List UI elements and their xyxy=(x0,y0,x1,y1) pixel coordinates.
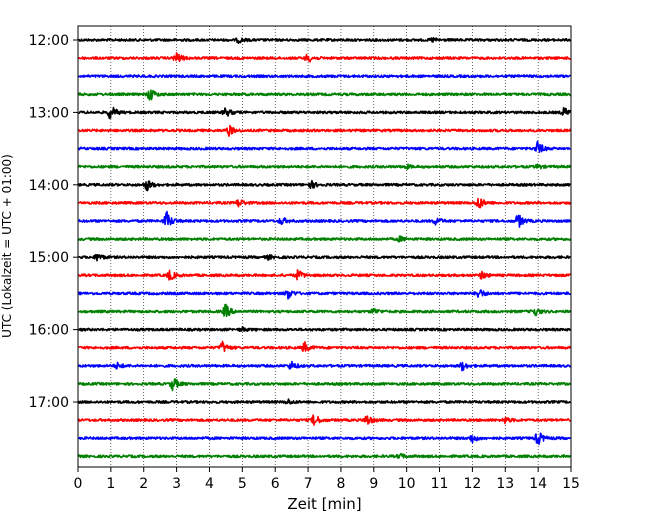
trace-1545 xyxy=(78,303,572,318)
y-tick-label: 16:00 xyxy=(29,323,69,339)
x-tick-label: 1 xyxy=(106,476,115,492)
x-tick-label: 11 xyxy=(431,476,449,492)
x-tick-label: 12 xyxy=(463,476,481,492)
trace-1300 xyxy=(78,106,572,120)
y-tick-label: 15:00 xyxy=(29,250,69,266)
x-tick-label: 10 xyxy=(398,476,416,492)
trace-1245 xyxy=(78,89,572,101)
x-tick-label: 13 xyxy=(496,476,514,492)
x-tick-label: 4 xyxy=(205,476,214,492)
y-tick-label: 17:00 xyxy=(29,395,69,411)
trace-1200 xyxy=(77,37,572,44)
trace-1345 xyxy=(77,163,572,171)
trace-1745 xyxy=(77,452,572,459)
x-axis: 0 1 2 3 4 5 6 7 8 9 10 11 12 13 14 15 xyxy=(74,467,580,492)
y-axis: 12:00 13:00 14:00 15:00 16:00 17:00 xyxy=(29,33,78,411)
y-tick-label: 14:00 xyxy=(29,178,69,194)
x-tick-label: 2 xyxy=(139,476,148,492)
x-tick-label: 0 xyxy=(74,476,83,492)
y-tick-label: 13:00 xyxy=(29,105,69,121)
trace-1615 xyxy=(77,340,572,353)
trace-1630 xyxy=(77,360,571,372)
trace-1230 xyxy=(77,74,571,79)
trace-1430 xyxy=(78,210,571,228)
x-tick-label: 7 xyxy=(304,476,313,492)
trace-1415 xyxy=(78,197,572,209)
trace-1700 xyxy=(77,398,572,405)
x-tick-label: 6 xyxy=(271,476,280,492)
trace-1730 xyxy=(77,432,572,446)
trace-1330 xyxy=(77,140,571,153)
plot-frame xyxy=(77,25,572,468)
trace-1315 xyxy=(78,124,572,137)
trace-1500 xyxy=(78,253,571,262)
y-tick-label: 12:00 xyxy=(29,33,69,49)
trace-1400 xyxy=(78,179,572,192)
trace-1715 xyxy=(77,414,571,426)
trace-1445 xyxy=(77,235,572,243)
trace-1515 xyxy=(77,269,572,281)
x-axis-title: Zeit [min] xyxy=(287,495,361,513)
trace-group xyxy=(77,37,572,459)
x-tick-label: 9 xyxy=(369,476,378,492)
x-tick-label: 15 xyxy=(562,476,580,492)
trace-1645 xyxy=(77,378,572,392)
x-tick-label: 14 xyxy=(529,476,547,492)
trace-1530 xyxy=(77,289,571,300)
y-axis-title: UTC (Lokalzeit = UTC + 01:00) xyxy=(0,154,14,338)
x-tick-label: 8 xyxy=(336,476,345,492)
trace-1215 xyxy=(78,52,572,63)
x-tick-label: 3 xyxy=(172,476,181,492)
trace-1600 xyxy=(77,326,571,332)
x-tick-label: 5 xyxy=(238,476,247,492)
